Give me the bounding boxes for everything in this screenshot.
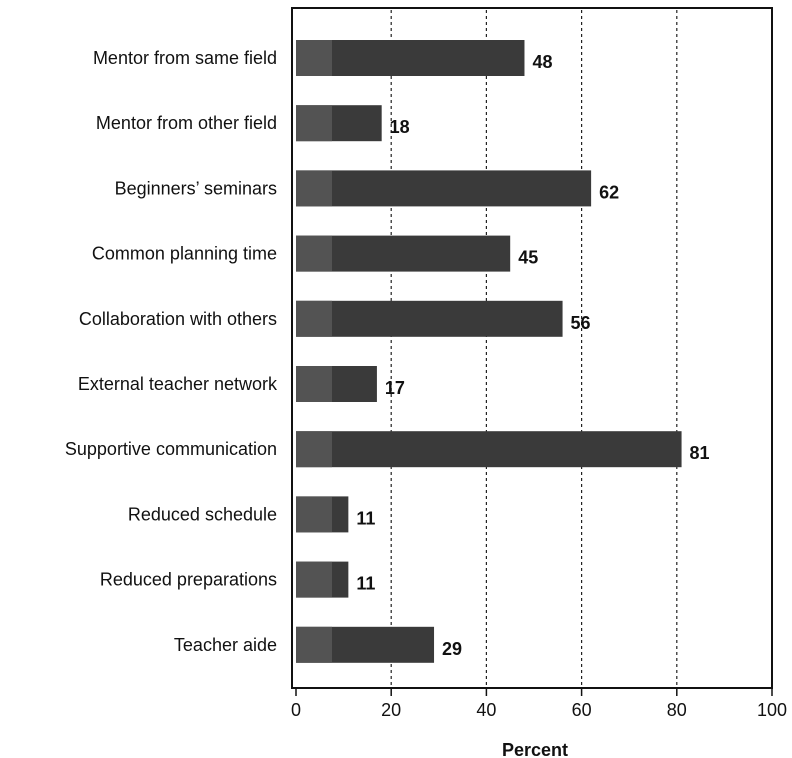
bar-5 (296, 366, 377, 402)
value-label: 11 (356, 508, 375, 528)
value-label: 29 (442, 639, 462, 659)
value-label: 48 (532, 52, 552, 72)
plot-frame (291, 7, 773, 689)
category-label: Supportive communication (65, 439, 277, 459)
value-label: 45 (518, 248, 538, 268)
bar-0 (296, 40, 525, 76)
x-tick-label: 80 (667, 700, 687, 720)
category-label: Beginners’ seminars (115, 178, 277, 198)
x-tick-label: 60 (572, 700, 592, 720)
value-label: 81 (690, 443, 710, 463)
value-label: 11 (356, 574, 375, 594)
value-label: 17 (385, 378, 405, 398)
bar-3 (296, 235, 511, 272)
x-tick-label: 20 (381, 700, 401, 720)
category-label: Mentor from same field (93, 48, 277, 68)
category-label: Reduced schedule (128, 504, 277, 524)
bar-6 (296, 431, 682, 468)
bars (296, 40, 682, 663)
category-label: Reduced preparations (100, 570, 277, 590)
category-label: Collaboration with others (79, 309, 277, 329)
value-label: 56 (571, 313, 591, 333)
bar-7 (296, 496, 349, 533)
category-label: Teacher aide (174, 635, 277, 655)
x-tick-label: 100 (757, 700, 787, 720)
value-label: 18 (390, 117, 410, 137)
value-labels: 48 18 62 45 56 17 81 11 11 29 (356, 52, 709, 659)
bar-2 (296, 170, 592, 207)
axes (291, 7, 773, 696)
bar-4 (296, 300, 563, 337)
x-tick-label: 0 (291, 700, 301, 720)
x-axis-label: Percent (502, 740, 568, 758)
bar-1 (296, 105, 382, 142)
category-label: Mentor from other field (96, 113, 277, 133)
x-tick-label: 40 (476, 700, 496, 720)
x-tick-labels: 0 20 40 60 80 100 (291, 700, 787, 720)
category-labels: Mentor from same field Mentor from other … (65, 48, 278, 655)
bar-9 (296, 626, 435, 663)
grid-lines (390, 10, 678, 688)
category-label: Common planning time (92, 244, 277, 264)
value-label: 62 (599, 182, 619, 202)
category-label: External teacher network (78, 374, 278, 394)
bar-8 (296, 561, 349, 598)
